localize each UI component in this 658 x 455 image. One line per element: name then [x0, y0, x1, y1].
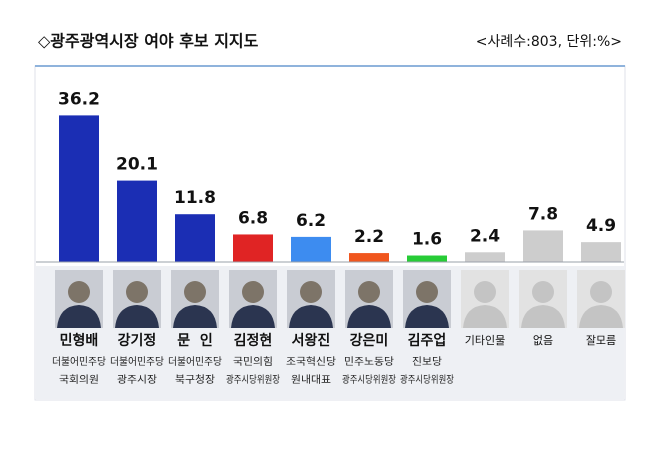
bar: [523, 230, 563, 262]
photo-head: [416, 281, 438, 303]
candidate-name: 없음: [533, 334, 553, 347]
role: 광주시당위원장: [226, 373, 280, 386]
value-label: 4.9: [586, 216, 616, 236]
photo-body: [463, 305, 507, 328]
photo-head: [300, 281, 322, 303]
party: 더불어민주당: [168, 356, 222, 368]
chart-title: ◇광주광역시장 여야 후보 지지도: [38, 32, 259, 51]
candidate-name: 강은미: [350, 332, 389, 349]
value-label: 2.2: [354, 227, 384, 247]
candidate-name: 민형배: [60, 332, 99, 349]
photo-body: [289, 305, 333, 328]
photo-body: [521, 305, 565, 328]
party: 더불어민주당: [110, 356, 164, 368]
bar: [349, 253, 389, 262]
value-label: 20.1: [116, 155, 158, 175]
bar: [117, 180, 157, 262]
candidate-name: 잘모름: [586, 334, 616, 347]
photo-head: [474, 281, 496, 303]
value-label: 7.8: [528, 204, 558, 224]
value-label: 6.2: [296, 211, 326, 231]
photo-head: [184, 281, 206, 303]
photo-head: [532, 281, 554, 303]
candidate-name: 강기정: [118, 332, 157, 349]
photo-body: [57, 305, 101, 328]
photo-head: [242, 281, 264, 303]
value-label: 36.2: [58, 89, 100, 109]
party: 민주노동당: [344, 356, 394, 368]
party: 더불어민주당: [52, 356, 106, 368]
role: 북구청장: [175, 374, 215, 386]
candidate-name: 김정현: [234, 332, 273, 349]
photo-body: [347, 305, 391, 328]
candidate-name: 김주업: [408, 332, 447, 349]
bar: [407, 255, 447, 262]
bar: [59, 115, 99, 262]
chart-subtitle: <사례수:803, 단위:%>: [476, 34, 622, 50]
photo-body: [115, 305, 159, 328]
bar: [581, 242, 621, 262]
value-label: 2.4: [470, 226, 500, 246]
role: 광주시당위원장: [342, 373, 396, 386]
photo-head: [126, 281, 148, 303]
photo-body: [579, 305, 623, 328]
photo-body: [173, 305, 217, 328]
candidate-name: 기타인물: [465, 334, 505, 347]
party: 국민의힘: [233, 356, 273, 368]
bar: [175, 214, 215, 262]
value-label: 11.8: [174, 188, 216, 208]
photo-head: [590, 281, 612, 303]
role: 국회의원: [59, 374, 99, 386]
bar: [291, 236, 331, 262]
role: 원내대표: [291, 374, 331, 386]
bar: [465, 252, 505, 262]
value-label: 1.6: [412, 230, 442, 250]
value-label: 6.8: [238, 208, 268, 228]
candidate-name: 문 인: [177, 332, 213, 349]
photo-body: [231, 305, 275, 328]
photo-head: [358, 281, 380, 303]
candidate-name: 서왕진: [292, 332, 331, 349]
bar: [233, 234, 273, 262]
party: 진보당: [412, 356, 442, 368]
photo-head: [68, 281, 90, 303]
role: 광주시당위원장: [400, 373, 454, 386]
photo-body: [405, 305, 449, 328]
party: 조국혁신당: [286, 356, 336, 368]
role: 광주시장: [117, 374, 157, 386]
